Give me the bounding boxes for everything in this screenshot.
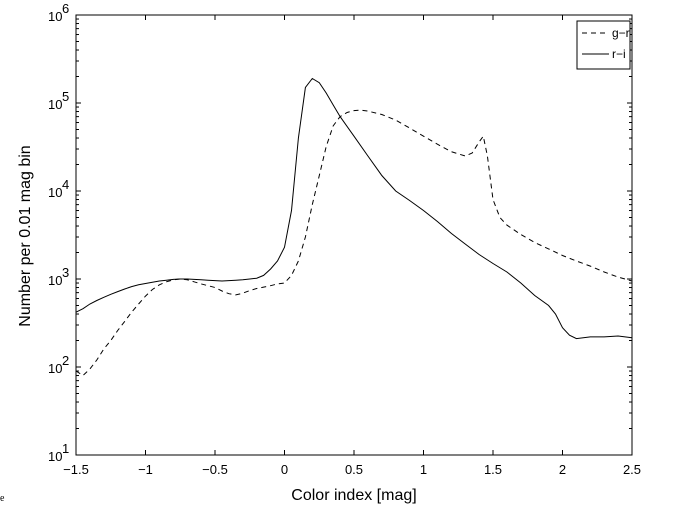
x-tick-label: 2	[559, 462, 566, 477]
series-lines	[75, 77, 633, 377]
legend-label-r-i: r−i	[612, 47, 626, 61]
legend-box	[576, 20, 631, 70]
legend-label-g-r: g−r	[612, 26, 630, 40]
y-tick-exponent: 2	[62, 353, 69, 368]
plot-area	[75, 14, 633, 456]
x-tick-label: −1	[138, 462, 153, 477]
x-tick-label: 1	[420, 462, 427, 477]
series-line-g-r	[75, 109, 633, 377]
y-tick-exponent: 4	[62, 177, 69, 192]
x-tick-label: −0.5	[202, 462, 228, 477]
y-tick-exponent: 6	[62, 1, 69, 16]
y-tick-exponent: 3	[62, 265, 69, 280]
x-tick-label: 2.5	[623, 462, 641, 477]
x-tick-label: 0.5	[345, 462, 363, 477]
y-tick-label: 10	[48, 97, 62, 112]
x-axis-label: Color index [mag]	[291, 487, 416, 504]
series-line-r-i	[75, 77, 633, 340]
x-tick-label: 1.5	[484, 462, 502, 477]
stray-caption-letter: e	[0, 493, 5, 504]
y-tick-label: 10	[48, 361, 62, 376]
legend: g−r r−i	[576, 20, 631, 70]
x-ticks: −1.5 −1 −0.5 0 0.5 1 1.5 2 2.5	[63, 15, 641, 477]
x-tick-label: −1.5	[63, 462, 89, 477]
y-axis-label: Number per 0.01 mag bin	[17, 145, 34, 326]
y-tick-label: 10	[48, 185, 62, 200]
y-tick-label: 10	[48, 449, 62, 464]
y-tick-label: 10	[48, 9, 62, 24]
y-tick-label: 10	[48, 273, 62, 288]
y-tick-exponent: 1	[62, 441, 69, 456]
y-tick-exponent: 5	[62, 89, 69, 104]
x-tick-label: 0	[281, 462, 288, 477]
